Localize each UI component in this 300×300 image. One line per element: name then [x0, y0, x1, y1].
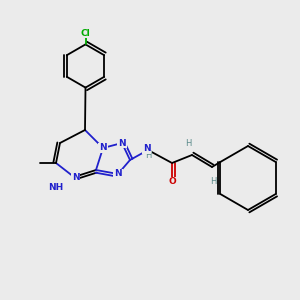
Text: H: H [145, 152, 151, 160]
Text: NH: NH [48, 184, 64, 193]
Text: H: H [210, 178, 216, 187]
Text: N: N [118, 139, 126, 148]
Text: N: N [72, 172, 79, 182]
Text: N: N [114, 169, 122, 178]
Text: N: N [99, 143, 107, 152]
Text: N: N [143, 144, 150, 153]
Text: O: O [168, 178, 176, 187]
Text: H: H [185, 139, 191, 148]
Text: Cl: Cl [81, 28, 90, 38]
